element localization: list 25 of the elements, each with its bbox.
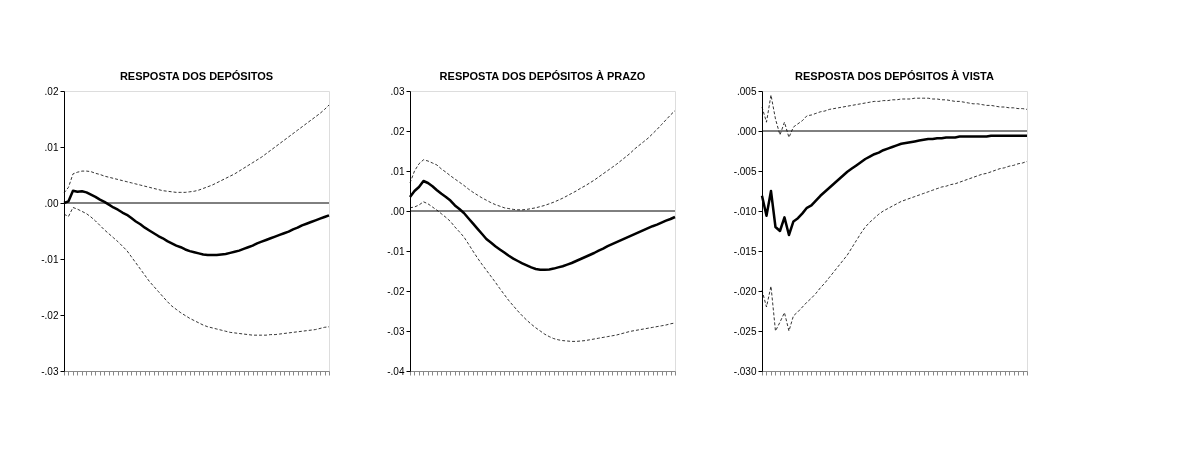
y-tick-label: .01 [390, 165, 405, 177]
y-tick-label: .01 [44, 141, 59, 153]
y-tick-label: .02 [390, 125, 405, 137]
chart-title: RESPOSTA DOS DEPÓSITOS À VISTA [795, 70, 994, 82]
y-tick-label: .02 [44, 85, 59, 97]
y-tick-label: .00 [390, 205, 405, 217]
y-tick-label: -.025 [733, 325, 757, 337]
y-tick-label: -.02 [41, 309, 59, 321]
y-tick-label: .000 [737, 125, 757, 137]
y-tick-label: -.03 [387, 325, 405, 337]
y-tick-label: -.01 [387, 245, 405, 257]
y-tick-label: -.04 [387, 365, 405, 377]
y-tick-label: .005 [737, 85, 757, 97]
y-tick-label: -.020 [733, 285, 757, 297]
chart-title: RESPOSTA DOS DEPÓSITOS [119, 70, 274, 82]
y-tick-label: -.030 [733, 365, 757, 377]
y-tick-label: -.010 [733, 205, 757, 217]
chart-title: RESPOSTA DOS DEPÓSITOS À PRAZO [439, 70, 646, 82]
y-tick-label: -.015 [733, 245, 757, 257]
y-tick-label: -.02 [387, 285, 405, 297]
y-tick-label: .03 [390, 85, 405, 97]
y-tick-label: .00 [44, 197, 59, 209]
y-tick-label: -.005 [733, 165, 757, 177]
y-tick-label: -.03 [41, 365, 59, 377]
y-tick-label: -.01 [41, 253, 59, 265]
